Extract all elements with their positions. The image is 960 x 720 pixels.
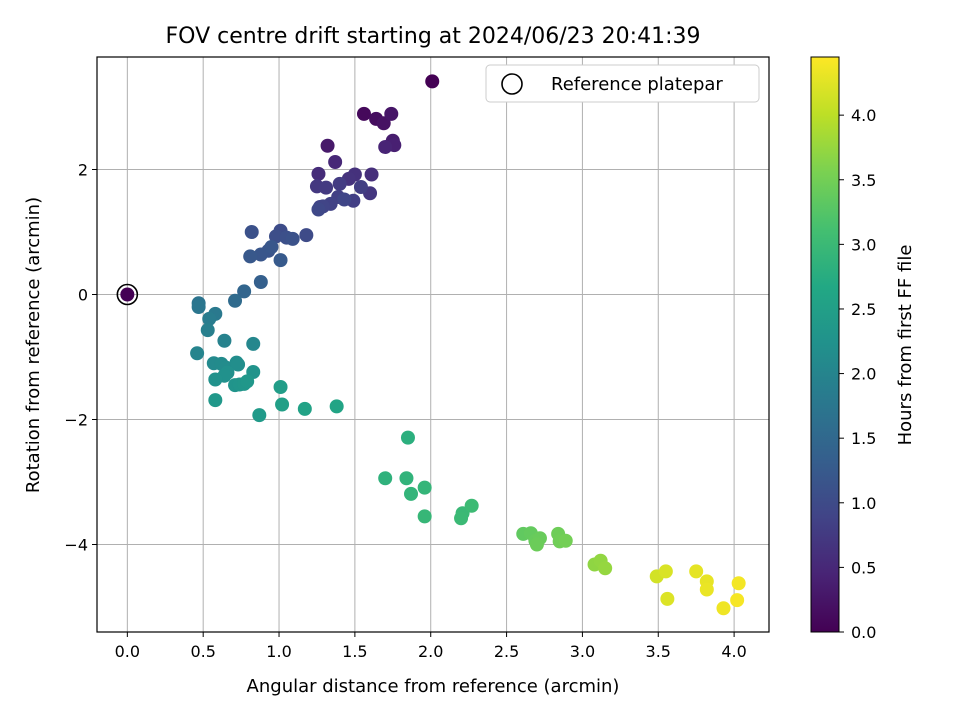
data-point bbox=[264, 240, 279, 254]
data-point bbox=[464, 498, 479, 513]
x-tick-label: 1.0 bbox=[266, 642, 291, 661]
data-point bbox=[285, 231, 300, 246]
data-point bbox=[208, 393, 223, 408]
data-point bbox=[558, 533, 573, 548]
data-point bbox=[689, 564, 704, 579]
colorbar: 0.0 0.5 1.0 1.5 2.0 2.5 3.0 3.5 4.0 Hours from f… bbox=[810, 56, 916, 642]
data-point bbox=[400, 430, 415, 445]
data-point bbox=[246, 336, 261, 351]
data-point bbox=[273, 253, 288, 268]
data-point bbox=[319, 180, 334, 195]
data-point bbox=[243, 249, 258, 264]
data-point bbox=[231, 357, 246, 372]
data-point bbox=[356, 106, 371, 121]
data-point bbox=[378, 140, 393, 154]
data-point bbox=[404, 486, 419, 501]
data-point bbox=[378, 471, 393, 486]
data-point bbox=[297, 401, 312, 416]
data-point bbox=[328, 155, 343, 169]
data-point bbox=[376, 116, 391, 131]
x-tick-label: 1.5 bbox=[342, 642, 367, 661]
y-tick-label: −2 bbox=[64, 411, 88, 430]
data-point bbox=[660, 591, 675, 606]
data-point bbox=[237, 284, 252, 299]
data-point bbox=[425, 74, 440, 89]
data-point bbox=[417, 509, 432, 524]
data-point bbox=[329, 399, 344, 414]
data-point bbox=[217, 333, 232, 348]
data-point bbox=[244, 225, 259, 239]
data-point bbox=[529, 537, 544, 552]
colorbar-tick-label: 1.5 bbox=[851, 429, 876, 448]
data-point bbox=[240, 374, 255, 389]
data-point bbox=[191, 300, 206, 314]
data-point bbox=[311, 202, 326, 217]
colorbar-tick-label: 3.0 bbox=[851, 235, 876, 254]
colorbar-ticks: 0.0 0.5 1.0 1.5 2.0 2.5 3.0 3.5 4.0 bbox=[839, 106, 876, 642]
legend: Reference platepar bbox=[485, 64, 760, 103]
reference-point-fill bbox=[120, 287, 135, 302]
y-tick-label: −4 bbox=[64, 536, 88, 555]
data-point bbox=[598, 561, 613, 576]
colorbar-tick-label: 2.5 bbox=[851, 300, 876, 319]
data-point bbox=[417, 480, 432, 495]
y-tick-label: 0 bbox=[78, 286, 88, 305]
data-point bbox=[253, 247, 268, 262]
x-axis-ticks: 0.0 0.5 1.0 1.5 2.0 2.5 3.0 3.5 4.0 bbox=[115, 632, 747, 661]
colorbar-tick-label: 3.5 bbox=[851, 171, 876, 190]
x-tick-label: 3.0 bbox=[570, 642, 595, 661]
data-point bbox=[716, 601, 731, 616]
data-point bbox=[364, 167, 379, 182]
colorbar-tick-label: 4.0 bbox=[851, 106, 876, 125]
data-point bbox=[208, 372, 223, 387]
legend-marker-reference bbox=[501, 73, 523, 95]
legend-label-reference: Reference platepar bbox=[551, 74, 723, 95]
scatter-points bbox=[116, 74, 746, 616]
x-tick-label: 3.5 bbox=[646, 642, 671, 661]
colorbar-tick-label: 1.0 bbox=[851, 494, 876, 513]
x-tick-label: 2.0 bbox=[418, 642, 443, 661]
data-point bbox=[730, 593, 745, 608]
chart-title: FOV centre drift starting at 2024/06/23 … bbox=[166, 24, 701, 49]
data-point bbox=[311, 166, 326, 181]
data-point bbox=[200, 323, 215, 338]
plot-area-frame bbox=[96, 56, 770, 633]
data-point bbox=[384, 106, 399, 121]
y-axis-ticks: −4 −2 0 2 bbox=[64, 161, 97, 555]
x-tick-label: 0.5 bbox=[190, 642, 215, 661]
data-point bbox=[253, 275, 268, 289]
data-point bbox=[454, 511, 469, 526]
colorbar-tick-label: 0.0 bbox=[851, 623, 876, 642]
data-point bbox=[332, 176, 347, 191]
y-axis-label: Rotation from reference (arcmin) bbox=[23, 197, 44, 493]
data-point bbox=[252, 408, 267, 423]
data-point bbox=[299, 228, 314, 243]
x-tick-label: 2.5 bbox=[494, 642, 519, 661]
legend-box bbox=[485, 64, 760, 103]
colorbar-label: Hours from first FF file bbox=[895, 245, 916, 446]
colorbar-tick-label: 2.0 bbox=[851, 365, 876, 384]
data-point bbox=[228, 293, 243, 308]
data-point bbox=[658, 564, 673, 579]
data-point bbox=[202, 311, 217, 326]
data-point bbox=[731, 576, 746, 591]
data-point bbox=[337, 192, 352, 207]
colorbar-tick-label: 0.5 bbox=[851, 558, 876, 577]
colorbar-gradient bbox=[810, 56, 840, 633]
data-point bbox=[190, 346, 205, 361]
grid-lines bbox=[97, 57, 769, 632]
y-tick-label: 2 bbox=[78, 161, 88, 180]
data-point bbox=[273, 380, 288, 394]
reference-point-marker bbox=[116, 283, 139, 306]
x-tick-label: 0.0 bbox=[115, 642, 140, 661]
data-point bbox=[320, 138, 335, 153]
x-axis-label: Angular distance from reference (arcmin) bbox=[247, 676, 620, 697]
data-point bbox=[275, 397, 290, 412]
data-point bbox=[268, 229, 283, 244]
data-point bbox=[399, 471, 414, 486]
data-point bbox=[353, 180, 368, 194]
x-tick-label: 4.0 bbox=[721, 642, 746, 661]
data-point bbox=[699, 582, 714, 597]
